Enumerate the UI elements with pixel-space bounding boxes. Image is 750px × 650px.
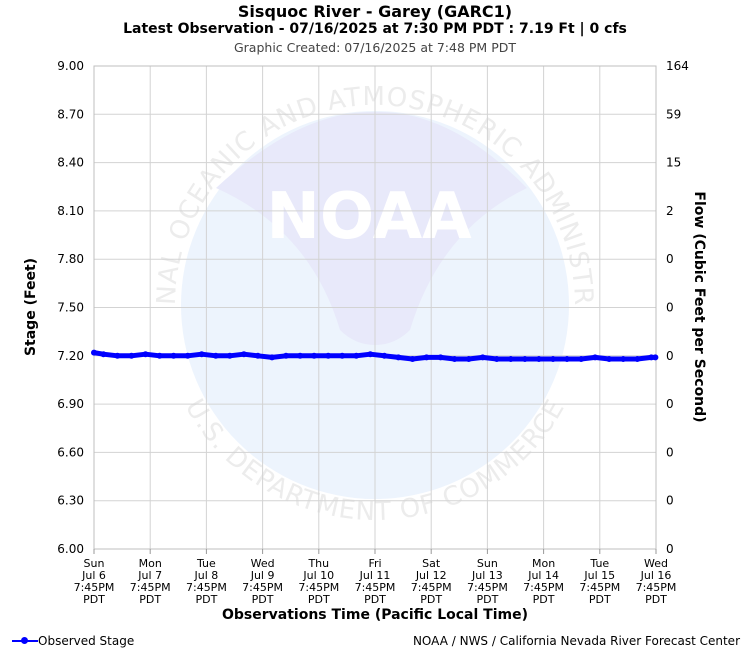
y-right-tick-label: 0 <box>666 301 674 315</box>
data-point <box>184 352 191 359</box>
data-point <box>550 356 556 362</box>
y-right-tick-label: 0 <box>666 397 674 411</box>
data-point <box>170 352 177 359</box>
data-point <box>451 356 458 362</box>
y-right-tick-label: 0 <box>666 445 674 459</box>
data-point <box>339 352 346 359</box>
y-tick-label: 6.30 <box>57 494 84 508</box>
data-point <box>521 356 528 362</box>
y-tick-label: 8.70 <box>57 107 84 121</box>
watermark-bird-shape <box>216 111 527 345</box>
x-tick-label: Wed Jul 9 7:45PM PDT <box>242 557 283 606</box>
data-point <box>465 356 472 362</box>
watermark-logo-text: NOAA <box>266 180 472 254</box>
data-point <box>212 352 219 359</box>
legend-observed-stage-marker <box>12 636 38 646</box>
x-tick-label: Mon Jul 14 7:45PM PDT <box>523 557 564 606</box>
y-axis-right: 164 59 15 2 0 0 0 0 0 0 0 <box>666 59 689 556</box>
data-point <box>325 352 332 359</box>
graphic-created: Graphic Created: 07/16/2025 at 7:48 PM P… <box>233 40 516 55</box>
x-tick-label: Tue Jul 15 7:45PM PDT <box>579 557 620 606</box>
y-tick-label: 8.40 <box>57 156 84 170</box>
y-axis-left-label: Stage (Feet) <box>23 257 39 357</box>
data-point <box>283 352 289 359</box>
y-tick-label: 8.10 <box>57 204 84 218</box>
data-point <box>114 352 121 359</box>
y-right-tick-label: 0 <box>666 252 674 266</box>
data-point <box>142 351 149 358</box>
data-point <box>652 354 659 361</box>
data-point <box>91 349 97 356</box>
data-point <box>269 354 275 361</box>
data-point <box>156 352 163 359</box>
x-tick-label: Tue Jul 8 7:45PM PDT <box>186 557 227 606</box>
y-tick-label: 9.00 <box>57 59 84 73</box>
y-tick-label: 7.50 <box>57 301 84 315</box>
data-point <box>507 356 514 362</box>
x-tick-label: Wed Jul 16 7:45PM PDT <box>636 557 677 606</box>
data-point <box>592 354 599 361</box>
data-point <box>128 352 135 359</box>
data-point <box>564 356 570 362</box>
x-axis: Sun Jul 6 7:45PM PDT Mon Jul 7 7:45PM PDT Tue Jul… <box>74 549 677 606</box>
data-point <box>226 352 233 359</box>
x-axis-label: Observations Time (Pacific Local Time) <box>222 607 528 623</box>
y-right-tick-label: 0 <box>666 349 674 363</box>
data-point <box>423 354 430 361</box>
y-right-tick-label: 164 <box>666 59 689 73</box>
data-point <box>297 352 304 359</box>
legend: Observed Stage <box>12 634 134 648</box>
data-point <box>254 352 261 359</box>
y-tick-label: 7.20 <box>57 349 84 363</box>
x-tick-label: Fri Jul 11 7:45PM PDT <box>355 557 396 606</box>
data-point <box>409 356 416 362</box>
y-right-tick-label: 2 <box>666 204 674 218</box>
data-point <box>535 356 542 362</box>
x-tick-label: Sat Jul 12 7:45PM PDT <box>411 557 452 606</box>
y-tick-label: 7.80 <box>57 252 84 266</box>
y-right-tick-label: 0 <box>666 494 674 508</box>
data-point <box>493 356 500 362</box>
latest-observation: Latest Observation - 07/16/2025 at 7:30 … <box>123 21 627 37</box>
data-point <box>479 354 486 361</box>
y-axis-right-label: Flow (Cubic Feet per Second) <box>691 191 707 423</box>
y-right-tick-label: 15 <box>666 156 681 170</box>
data-point <box>648 354 655 361</box>
data-point <box>634 356 641 362</box>
data-point <box>606 356 613 362</box>
x-tick-label: Sun Jul 6 7:45PM PDT <box>74 557 115 606</box>
data-point <box>240 351 247 358</box>
chart-title: Sisquoc River - Garey (GARC1) <box>237 2 513 21</box>
y-right-tick-label: 59 <box>666 107 681 121</box>
x-tick-label: Thu Jul 10 7:45PM PDT <box>298 557 339 606</box>
agency-credit: NOAA / NWS / California Nevada River For… <box>412 634 740 648</box>
data-point <box>620 356 627 362</box>
data-point <box>353 352 360 359</box>
data-point <box>100 351 107 358</box>
data-point <box>395 354 402 361</box>
data-point <box>367 351 374 358</box>
data-point <box>437 354 444 361</box>
legend-observed-stage-label: Observed Stage <box>38 634 135 648</box>
x-tick-label: Mon Jul 7 7:45PM PDT <box>130 557 171 606</box>
noaa-watermark: NOAA NATIONAL OCEANIC AND ATMOSPHERIC AD… <box>0 0 597 527</box>
data-point <box>381 352 388 359</box>
y-tick-label: 6.90 <box>57 397 84 411</box>
y-right-tick-label: 0 <box>666 542 674 556</box>
grid-lines <box>93 65 657 550</box>
series-observed-stage <box>91 349 659 362</box>
y-tick-label: 6.60 <box>57 445 84 459</box>
data-point <box>311 352 318 359</box>
data-point <box>198 351 205 358</box>
data-point <box>578 356 585 362</box>
x-tick-label: Sun Jul 13 7:45PM PDT <box>467 557 508 606</box>
y-tick-label: 6.00 <box>57 542 84 556</box>
y-axis-left: 9.00 8.70 8.40 8.10 7.80 7.50 7.20 6.90 6.60 6.30… <box>57 59 84 556</box>
